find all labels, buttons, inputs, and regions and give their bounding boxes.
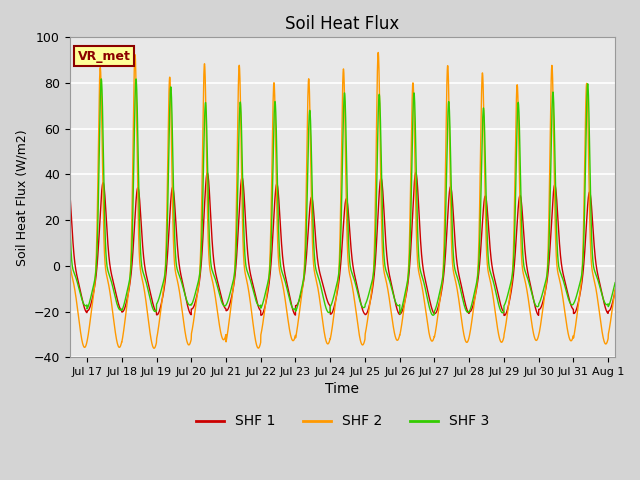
SHF 1 [147, 289, 154, 295]
SHF 1 [540, 296, 548, 301]
SHF 3 [408, 179, 415, 185]
SHF 3 [147, 297, 154, 302]
SHF 2 [374, 49, 382, 55]
SHF 1 [412, 169, 420, 175]
Y-axis label: Soil Heat Flux (W/m2): Soil Heat Flux (W/m2) [15, 129, 28, 265]
SHF 3 [611, 280, 619, 286]
Title: Soil Heat Flux: Soil Heat Flux [285, 15, 399, 33]
SHF 2 [540, 300, 548, 306]
SHF 2 [147, 331, 154, 336]
SHF 1 [385, 265, 392, 271]
SHF 3 [385, 274, 392, 280]
SHF 3 [251, 294, 259, 300]
SHF 2 [251, 333, 259, 339]
SHF 1 [611, 288, 619, 293]
SHF 3 [97, 76, 105, 82]
Line: SHF 1: SHF 1 [70, 172, 615, 315]
SHF 1 [500, 312, 508, 318]
Line: SHF 2: SHF 2 [70, 52, 615, 348]
SHF 2 [385, 291, 392, 297]
SHF 3 [540, 286, 548, 292]
SHF 2 [150, 346, 158, 351]
SHF 2 [66, 251, 74, 257]
SHF 1 [66, 188, 74, 194]
SHF 1 [304, 237, 312, 242]
SHF 2 [611, 286, 619, 292]
SHF 1 [251, 289, 259, 295]
SHF 3 [304, 167, 312, 172]
SHF 1 [408, 235, 415, 240]
SHF 2 [304, 99, 312, 105]
X-axis label: Time: Time [325, 383, 360, 396]
Text: VR_met: VR_met [78, 50, 131, 63]
Legend: SHF 1, SHF 2, SHF 3: SHF 1, SHF 2, SHF 3 [190, 409, 495, 434]
SHF 3 [66, 204, 74, 210]
Line: SHF 3: SHF 3 [70, 79, 615, 315]
SHF 3 [429, 312, 437, 318]
SHF 2 [408, 119, 415, 124]
